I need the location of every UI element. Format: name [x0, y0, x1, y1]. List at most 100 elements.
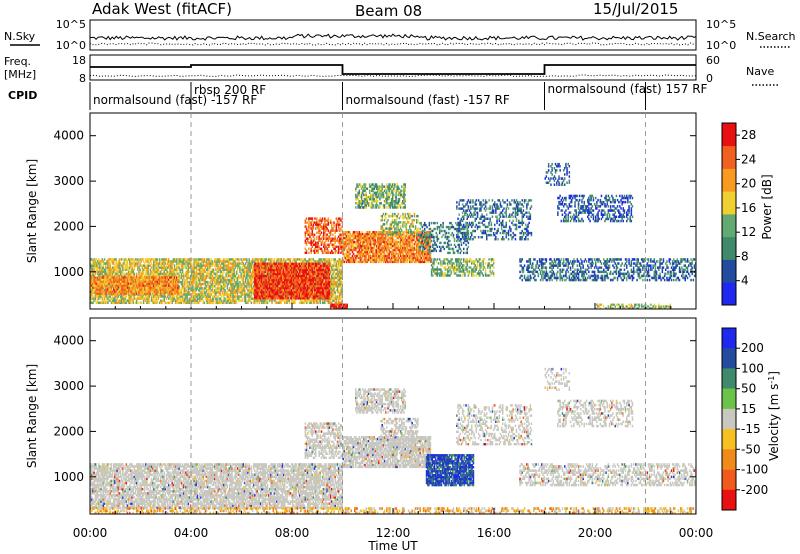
- heatmap-cell: [187, 289, 190, 292]
- heatmap-cell: [169, 274, 171, 278]
- heatmap-cell: [219, 293, 222, 296]
- heatmap-cell: [224, 276, 226, 280]
- heatmap-cell: [108, 272, 110, 276]
- heatmap-cell: [171, 274, 173, 278]
- heatmap-cell: [234, 260, 237, 263]
- heatmap-cell: [93, 264, 95, 267]
- heatmap-cell: [173, 260, 176, 263]
- heatmap-cell: [210, 262, 212, 265]
- heatmap-cell: [148, 258, 150, 261]
- heatmap-cell: [119, 297, 122, 300]
- heatmap-cell: [207, 293, 209, 296]
- nave-trace: [89, 74, 697, 78]
- heatmap-cell: [173, 258, 176, 261]
- heatmap-cell: [153, 272, 155, 276]
- heatmap-cell: [157, 280, 160, 284]
- heatmap-cell: [203, 258, 206, 261]
- heatmap-cell: [106, 260, 108, 263]
- heatmap-cell: [173, 278, 176, 282]
- heatmap-cell: [164, 295, 167, 298]
- heatmap-cell: [113, 274, 115, 278]
- heatmap-cell: [183, 287, 185, 290]
- heatmap-cell: [180, 258, 183, 261]
- heatmap-cell: [194, 299, 196, 302]
- heatmap-cell: [288, 299, 291, 302]
- heatmap-cell: [177, 284, 179, 287]
- heatmap-cell: [177, 301, 179, 304]
- heatmap-cell: [194, 274, 196, 278]
- heatmap-cell: [124, 266, 126, 269]
- heatmap-cell: [164, 272, 167, 276]
- heatmap-cell: [155, 282, 157, 286]
- heatmap-cell: [169, 268, 171, 271]
- heatmap-cell: [181, 264, 184, 267]
- heatmap-cell: [162, 295, 164, 298]
- heatmap-cell: [195, 299, 198, 302]
- heatmap-cell: [219, 258, 222, 261]
- heatmap-cell: [168, 287, 170, 290]
- heatmap-cell: [129, 272, 131, 276]
- heatmap-cell: [184, 278, 186, 282]
- heatmap-cell: [219, 260, 222, 263]
- heatmap-cell: [232, 289, 234, 292]
- heatmap-cell: [130, 262, 132, 265]
- heatmap-cell: [218, 258, 220, 261]
- heatmap-cell: [230, 293, 232, 296]
- heatmap-cell: [133, 268, 136, 271]
- heatmap-cell: [96, 270, 99, 274]
- heatmap-cell: [231, 297, 233, 300]
- heatmap-cell: [211, 285, 214, 288]
- heatmap-cell: [101, 270, 103, 274]
- heatmap-cell: [160, 272, 162, 276]
- heatmap-cell: [223, 266, 225, 269]
- cpid-segment-label: normalsound (fast) 157 RF: [548, 82, 708, 96]
- heatmap-cell: [186, 274, 188, 278]
- heatmap-cell: [231, 268, 233, 271]
- heatmap-cell: [104, 270, 107, 274]
- heatmap-cell: [210, 258, 212, 261]
- heatmap-cell: [106, 295, 108, 298]
- heatmap-cell: [205, 301, 208, 304]
- heatmap-cell: [139, 270, 141, 274]
- heatmap-cell: [209, 287, 211, 290]
- heatmap-cell: [205, 274, 208, 278]
- heatmap-cell: [95, 287, 98, 290]
- heatmap-cell: [224, 297, 226, 300]
- heatmap-cell: [110, 260, 113, 263]
- heatmap-cell: [102, 274, 105, 278]
- heatmap-cell: [155, 268, 157, 271]
- heatmap-cell: [203, 274, 206, 278]
- heatmap-cell: [110, 292, 113, 295]
- heatmap-cell: [178, 301, 180, 304]
- heatmap-cell: [96, 299, 99, 302]
- heatmap-cell: [217, 260, 219, 263]
- heatmap-cell: [170, 289, 172, 292]
- heatmap-cell: [126, 268, 129, 271]
- heatmap-cell: [153, 268, 155, 271]
- heatmap-cell: [127, 287, 130, 290]
- heatmap-cell: [114, 270, 116, 274]
- heatmap-cell: [199, 295, 201, 298]
- heatmap-cell: [103, 301, 106, 304]
- heatmap-cell: [202, 295, 204, 298]
- heatmap-cell: [193, 258, 195, 261]
- heatmap-cell: [116, 266, 118, 269]
- heatmap-cell: [155, 266, 157, 269]
- heatmap-cell: [172, 258, 175, 261]
- heatmap-cell: [124, 274, 126, 278]
- heatmap-cell: [218, 301, 220, 304]
- heatmap-cell: [177, 266, 179, 269]
- heatmap-cell: [207, 301, 209, 304]
- heatmap-cell: [110, 285, 113, 288]
- heatmap-cell: [226, 301, 229, 304]
- heatmap-cell: [188, 301, 191, 304]
- heatmap-cell: [156, 299, 159, 302]
- heatmap-cell: [133, 276, 136, 280]
- heatmap-cell: [199, 262, 201, 265]
- heatmap-cell: [138, 266, 140, 269]
- heatmap-cell: [191, 282, 193, 286]
- heatmap-cell: [146, 270, 148, 274]
- heatmap-cell: [110, 297, 113, 300]
- heatmap-cell: [197, 264, 200, 267]
- heatmap-cell: [233, 301, 235, 304]
